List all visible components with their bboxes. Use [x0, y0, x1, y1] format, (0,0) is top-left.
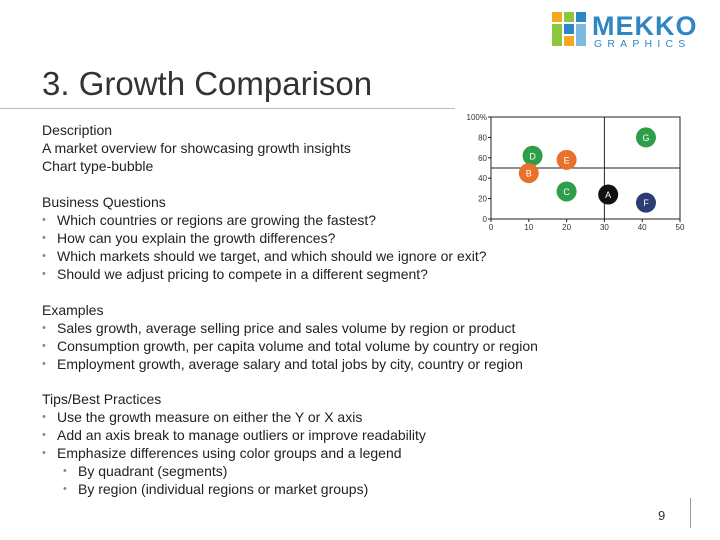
tip-subitem: By region (individual regions or market …	[42, 480, 426, 498]
x-tick-label: 50	[676, 223, 685, 232]
bubble-b	[518, 163, 539, 184]
description-section: Description A market overview for showca…	[42, 121, 351, 175]
bubble-label: A	[605, 190, 611, 200]
plot-frame	[490, 116, 681, 220]
title-divider	[0, 108, 455, 109]
logo-text: MEKKO	[592, 11, 698, 41]
description-heading: Description	[42, 122, 113, 138]
page-number: 9	[658, 508, 666, 523]
question-item: How can you explain the growth differenc…	[42, 229, 487, 247]
bubble-label: B	[526, 169, 532, 179]
business-questions-heading: Business Questions	[42, 194, 166, 210]
description-line: A market overview for showcasing growth …	[42, 140, 351, 156]
tip-item: Use the growth measure on either the Y o…	[42, 408, 426, 426]
x-tick-label: 30	[600, 223, 609, 232]
y-tick-label: 80	[478, 133, 487, 142]
bubble-g	[635, 127, 656, 148]
logo-subtext: GRAPHICS	[594, 38, 691, 50]
tip-subitem: By quadrant (segments)	[42, 462, 426, 480]
x-tick-label: 0	[489, 223, 494, 232]
bubble-label: C	[563, 187, 570, 197]
y-tick-label: 40	[478, 174, 487, 183]
question-item: Which markets should we target, and whic…	[42, 247, 487, 265]
bubble-d	[522, 145, 543, 166]
question-item: Which countries or regions are growing t…	[42, 211, 487, 229]
tip-item: Add an axis break to manage outliers or …	[42, 426, 426, 444]
tip-item: Emphasize differences using color groups…	[42, 444, 426, 462]
x-tick-label: 10	[524, 223, 533, 232]
description-line: Chart type-bubble	[42, 158, 154, 174]
page-number-divider	[690, 498, 691, 528]
page-title: 3. Growth Comparison	[42, 65, 373, 102]
x-tick-label: 40	[638, 223, 647, 232]
business-questions-section: Business Questions Which countries or re…	[42, 193, 487, 283]
bubble-label: F	[643, 198, 649, 208]
y-tick-label: 60	[478, 154, 487, 163]
examples-heading: Examples	[42, 302, 104, 318]
tips-section: Tips/Best Practices Use the growth measu…	[42, 390, 426, 498]
mekko-graphics-logo: MEKKO GRAPHICS	[552, 11, 712, 50]
bubble-a	[598, 184, 619, 205]
bubble-label: E	[564, 155, 570, 165]
tips-heading: Tips/Best Practices	[42, 391, 162, 407]
x-tick-label: 20	[562, 223, 571, 232]
bubble-e	[556, 149, 577, 170]
bubble-f	[635, 192, 656, 213]
bubble-label: D	[529, 151, 536, 161]
example-item: Employment growth, average salary and to…	[42, 355, 538, 373]
example-item: Consumption growth, per capita volume an…	[42, 337, 538, 355]
question-item: Should we adjust pricing to compete in a…	[42, 265, 487, 283]
bubble-c	[556, 181, 577, 202]
logo-mark-icon	[552, 12, 586, 46]
bubble-label: G	[642, 133, 649, 143]
example-item: Sales growth, average selling price and …	[42, 319, 538, 337]
examples-section: Examples Sales growth, average selling p…	[42, 301, 538, 373]
y-tick-label: 100%	[467, 113, 487, 122]
